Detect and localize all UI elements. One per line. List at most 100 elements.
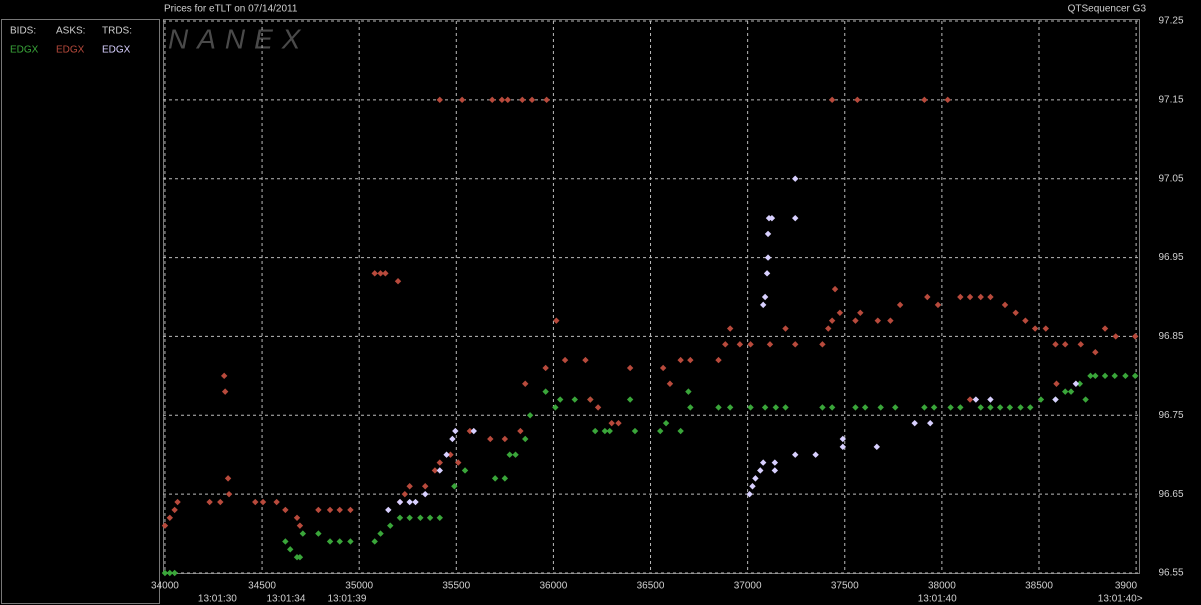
data-point	[828, 96, 836, 104]
data-point	[782, 325, 789, 332]
data-point	[1122, 372, 1129, 380]
data-point	[1067, 388, 1075, 395]
data-point	[451, 483, 458, 490]
data-point	[1101, 325, 1109, 332]
data-point	[470, 427, 477, 435]
data-point	[987, 396, 994, 403]
data-point	[930, 404, 938, 411]
data-point	[377, 530, 384, 537]
legend-group: TRDS:	[102, 26, 132, 37]
data-point	[771, 459, 779, 466]
data-point	[287, 546, 294, 553]
data-point	[722, 341, 729, 348]
data-point	[987, 404, 994, 411]
data-point	[1077, 341, 1084, 348]
data-point	[896, 301, 904, 309]
data-point	[582, 356, 589, 364]
data-point	[892, 404, 899, 411]
data-point	[782, 404, 789, 411]
data-point	[449, 435, 456, 443]
data-point	[396, 514, 404, 521]
data-point	[443, 451, 450, 458]
data-point	[296, 554, 304, 561]
data-point	[412, 498, 419, 506]
data-point	[831, 285, 839, 293]
data-point	[977, 404, 984, 411]
data-point	[501, 475, 509, 482]
data-point	[1092, 372, 1099, 380]
data-point	[854, 96, 861, 104]
data-point	[839, 435, 847, 443]
data-point	[887, 317, 894, 324]
data-point	[921, 96, 928, 104]
data-point	[396, 498, 404, 506]
data-point	[957, 293, 964, 301]
data-point	[336, 506, 343, 514]
data-point	[293, 514, 301, 521]
data-point	[436, 514, 443, 521]
data-point	[626, 396, 634, 403]
data-point	[273, 498, 280, 506]
x-tick-label: 3900	[1115, 581, 1138, 592]
y-tick-label: 96.95	[1158, 252, 1183, 263]
time-label: 13:01:40>	[1098, 594, 1143, 605]
data-point	[874, 317, 881, 324]
data-point	[1062, 388, 1069, 395]
data-point	[517, 427, 524, 435]
data-point	[726, 404, 734, 411]
data-point	[819, 341, 826, 348]
data-point	[326, 538, 334, 545]
data-point	[768, 214, 776, 222]
data-point	[1131, 333, 1139, 340]
data-point	[422, 490, 429, 498]
data-point	[1111, 372, 1118, 380]
data-point	[417, 514, 424, 521]
data-point	[552, 404, 559, 411]
data-point	[1006, 404, 1014, 411]
data-point	[401, 490, 409, 498]
data-point	[631, 427, 639, 435]
data-point	[377, 270, 384, 277]
data-point	[657, 427, 664, 435]
data-point	[839, 443, 847, 451]
data-point	[225, 490, 233, 498]
chart-title: Prices for eTLT on 07/14/2011	[164, 4, 298, 15]
data-point	[861, 404, 869, 411]
data-point	[422, 483, 429, 490]
data-point	[206, 498, 213, 506]
data-point	[326, 506, 334, 514]
data-point	[501, 435, 509, 443]
y-tick-label: 97.25	[1158, 16, 1183, 27]
data-point	[812, 451, 819, 458]
data-point	[282, 506, 289, 514]
watermark: NANEX	[168, 23, 309, 54]
x-tick-label: 35500	[442, 581, 470, 592]
data-point	[877, 404, 884, 411]
x-tick-label: 35000	[345, 581, 373, 592]
data-point	[347, 538, 354, 545]
data-point	[528, 96, 536, 104]
data-point	[685, 388, 692, 395]
data-point	[1076, 380, 1083, 387]
data-point	[315, 530, 322, 537]
y-tick-label: 96.75	[1158, 410, 1183, 421]
x-tick-label: 36000	[540, 581, 568, 592]
data-point	[957, 404, 964, 411]
data-point	[1017, 404, 1024, 411]
data-point	[594, 404, 602, 411]
data-point	[763, 270, 771, 277]
data-point	[571, 396, 578, 403]
data-point	[452, 427, 459, 435]
data-point	[828, 317, 836, 324]
data-point	[447, 451, 454, 458]
x-tick-label: 36500	[637, 581, 665, 592]
data-point	[1131, 372, 1139, 380]
data-point	[608, 419, 615, 427]
data-point	[221, 388, 229, 395]
data-point	[606, 427, 613, 435]
data-point	[371, 270, 378, 277]
data-point	[996, 404, 1004, 411]
data-point	[526, 412, 534, 419]
